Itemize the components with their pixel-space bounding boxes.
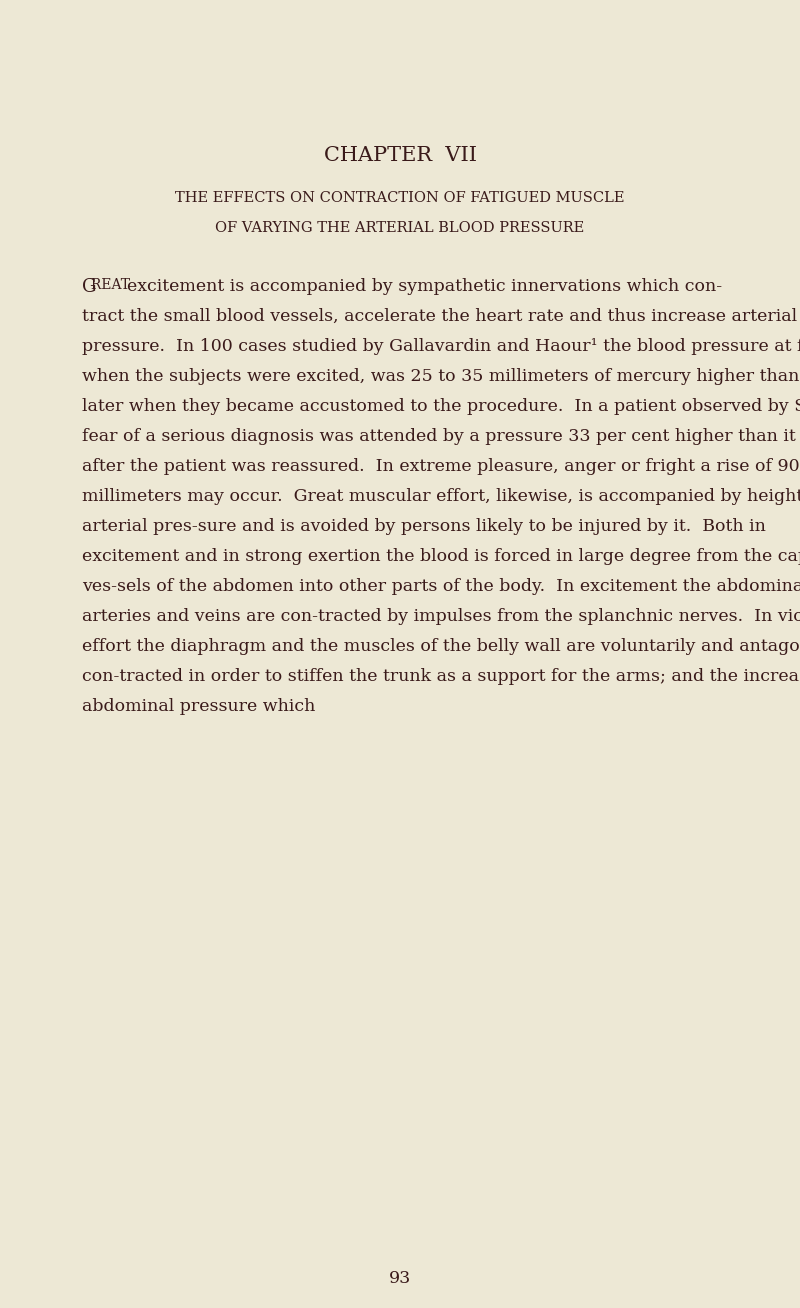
Text: con­tracted in order to stiffen the trunk as a support for the arms; and the inc: con­tracted in order to stiffen the trun… <box>82 668 800 685</box>
Text: CHAPTER  VII: CHAPTER VII <box>323 146 477 165</box>
Text: later when they became accustomed to the procedure.  In a patient observed by Sc: later when they became accustomed to the… <box>82 398 800 415</box>
Text: G: G <box>82 279 97 296</box>
Text: 93: 93 <box>389 1270 411 1287</box>
Text: arteries and veins are con­tracted by impulses from the splanchnic nerves.  In v: arteries and veins are con­tracted by im… <box>82 608 800 625</box>
Text: fear of a serious diagnosis was attended by a pressure 33 per cent higher than i: fear of a serious diagnosis was attended… <box>82 428 800 445</box>
Text: OF VARYING THE ARTERIAL BLOOD PRESSURE: OF VARYING THE ARTERIAL BLOOD PRESSURE <box>215 221 585 235</box>
Text: excitement is accompanied by sympathetic innervations which con-: excitement is accompanied by sympathetic… <box>126 279 722 296</box>
Text: tract the small blood vessels, accelerate the heart rate and thus increase arter: tract the small blood vessels, accelerat… <box>82 307 797 324</box>
Text: pressure.  In 100 cases studied by Gallavardin and Haour¹ the blood pressure at : pressure. In 100 cases studied by Gallav… <box>82 337 800 354</box>
Text: millimeters may occur.  Great muscular effort, likewise, is accompanied by heigh: millimeters may occur. Great muscular ef… <box>82 488 800 505</box>
Text: abdominal pressure which: abdominal pressure which <box>82 698 315 715</box>
Text: after the patient was reassured.  In extreme pleasure, anger or fright a rise of: after the patient was reassured. In extr… <box>82 458 800 475</box>
Text: arterial pres­sure and is avoided by persons likely to be injured by it.  Both i: arterial pres­sure and is avoided by per… <box>82 518 766 535</box>
Text: when the subjects were excited, was 25 to 35 millimeters of mercury higher than : when the subjects were excited, was 25 t… <box>82 368 800 385</box>
Text: effort the diaphragm and the muscles of the belly wall are voluntarily and antag: effort the diaphragm and the muscles of … <box>82 638 800 655</box>
Text: REAT: REAT <box>91 279 134 292</box>
Text: THE EFFECTS ON CONTRACTION OF FATIGUED MUSCLE: THE EFFECTS ON CONTRACTION OF FATIGUED M… <box>175 191 625 205</box>
Text: ves­sels of the abdomen into other parts of the body.  In excitement the abdomin: ves­sels of the abdomen into other parts… <box>82 578 800 595</box>
Text: excitement and in strong exertion the blood is forced in large degree from the c: excitement and in strong exertion the bl… <box>82 548 800 565</box>
